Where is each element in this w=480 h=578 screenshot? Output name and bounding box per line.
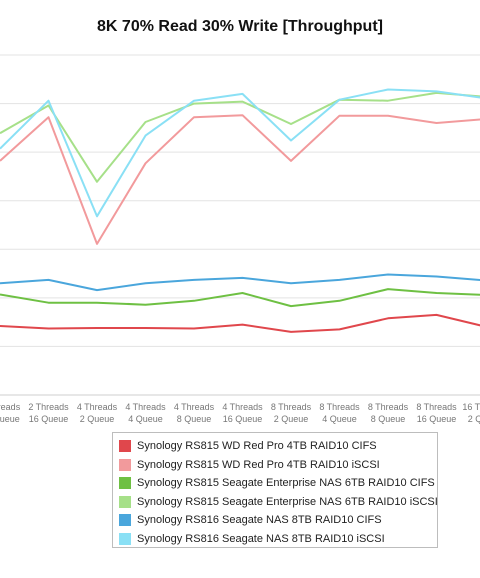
x-tick-label: 8 Queue <box>177 414 212 424</box>
x-tick-label: 4 Threads <box>174 402 215 412</box>
legend: Synology RS815 WD Red Pro 4TB RAID10 CIF… <box>112 432 438 548</box>
series-line-synology-rs815-seagate-enterprise-nas-6tb-raid10-iscsi <box>0 91 480 183</box>
x-tick-label: 4 Threads <box>125 402 166 412</box>
legend-swatch <box>119 495 131 508</box>
x-tick-label: 8 Threads <box>368 402 409 412</box>
legend-label: Synology RS815 WD Red Pro 4TB RAID10 iSC… <box>137 458 380 471</box>
x-tick-label: 16 Threads <box>462 402 480 412</box>
x-tick-label: 16 Queue <box>223 414 263 424</box>
x-tick-label: 8 Threads <box>271 402 312 412</box>
legend-item: Synology RS815 Seagate Enterprise NAS 6T… <box>119 474 437 493</box>
x-tick-label: 2 Queue <box>468 414 480 424</box>
legend-label: Synology RS816 Seagate NAS 8TB RAID10 iS… <box>137 532 385 545</box>
series-line-synology-rs815-wd-red-pro-4tb-raid10-iscsi <box>0 114 480 245</box>
series-line-synology-rs815-wd-red-pro-4tb-raid10-cifs <box>0 313 480 333</box>
x-tick-label: 8 Threads <box>416 402 457 412</box>
legend-label: Synology RS815 WD Red Pro 4TB RAID10 CIF… <box>137 440 377 453</box>
x-tick-label: 4 Queue <box>322 414 357 424</box>
x-tick-label: 4 Threads <box>222 402 263 412</box>
x-tick-label: 16 Queue <box>417 414 457 424</box>
legend-swatch <box>119 532 131 545</box>
legend-swatch <box>119 440 131 453</box>
legend-item: Synology RS815 WD Red Pro 4TB RAID10 iSC… <box>119 456 437 475</box>
chart-title: 8K 70% Read 30% Write [Throughput] <box>97 18 383 35</box>
series-line-synology-rs816-seagate-nas-8tb-raid10-cifs <box>0 273 480 292</box>
series-line-synology-rs815-seagate-enterprise-nas-6tb-raid10-cifs <box>0 288 480 308</box>
x-tick-label: 2 Threads <box>28 402 69 412</box>
x-tick-label: 2 Queue <box>274 414 309 424</box>
legend-swatch <box>119 514 131 527</box>
legend-item: Synology RS816 Seagate NAS 8TB RAID10 CI… <box>119 511 437 530</box>
x-tick-label: 16 Queue <box>0 414 20 424</box>
x-tick-label: 8 Queue <box>371 414 406 424</box>
series-line-synology-rs816-seagate-nas-8tb-raid10-iscsi <box>0 88 480 218</box>
x-tick-label: 8 Threads <box>319 402 360 412</box>
x-tick-label: 4 Queue <box>128 414 163 424</box>
legend-label: Synology RS815 Seagate Enterprise NAS 6T… <box>137 495 438 508</box>
legend-swatch <box>119 477 131 490</box>
legend-item: Synology RS816 Seagate NAS 8TB RAID10 iS… <box>119 530 437 549</box>
x-tick-label: 4 Threads <box>77 402 118 412</box>
legend-item: Synology RS815 Seagate Enterprise NAS 6T… <box>119 493 438 512</box>
legend-item: Synology RS815 WD Red Pro 4TB RAID10 CIF… <box>119 437 437 456</box>
x-tick-label: 2 Queue <box>80 414 115 424</box>
legend-label: Synology RS816 Seagate NAS 8TB RAID10 CI… <box>137 514 382 527</box>
legend-label: Synology RS815 Seagate Enterprise NAS 6T… <box>137 477 435 490</box>
legend-swatch <box>119 458 131 471</box>
x-tick-label: 1 Threads <box>0 402 21 412</box>
plot-area: 1 Threads 16 Queue 2 Threads 16 Queue 4 Thre… <box>0 54 480 424</box>
x-tick-label: 16 Queue <box>29 414 69 424</box>
